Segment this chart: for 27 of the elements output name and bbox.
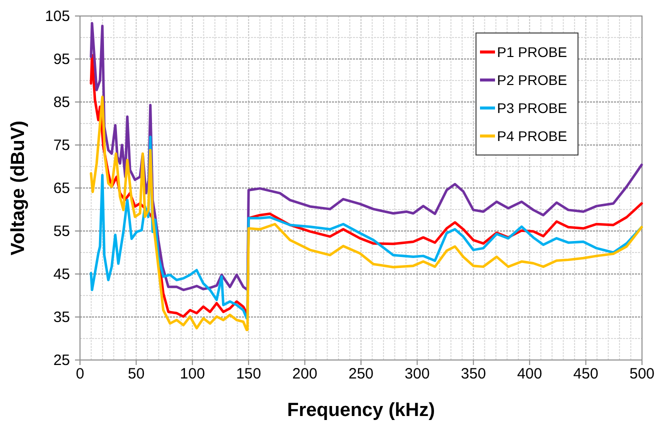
line-series bbox=[90, 96, 643, 332]
y-tick-label: 45 bbox=[53, 266, 70, 283]
y-tick-label: 105 bbox=[44, 8, 70, 25]
x-tick-label: 50 bbox=[128, 366, 145, 383]
y-axis-title: Voltage (dBuV) bbox=[8, 120, 29, 256]
x-tick-label: 250 bbox=[348, 366, 374, 383]
x-tick-label: 350 bbox=[460, 366, 486, 383]
x-tick-label: 100 bbox=[180, 366, 205, 383]
x-axis-title: Frequency (kHz) bbox=[287, 400, 435, 421]
y-tick-label: 25 bbox=[53, 352, 70, 369]
y-tick-label: 95 bbox=[53, 50, 70, 68]
x-tick-label: 150 bbox=[236, 366, 262, 383]
x-tick-label: 200 bbox=[292, 366, 318, 383]
y-tick-label: 85 bbox=[53, 94, 70, 111]
x-tick-label: 400 bbox=[517, 366, 542, 383]
y-tick-label: 75 bbox=[53, 136, 70, 154]
x-tick-label: 0 bbox=[76, 366, 84, 383]
legend-label: P4 PROBE bbox=[497, 128, 568, 144]
legend-label: P2 PROBE bbox=[497, 72, 568, 88]
legend-label: P3 PROBE bbox=[497, 100, 568, 116]
y-tick-label: 35 bbox=[53, 308, 70, 326]
y-tick-label: 65 bbox=[53, 180, 70, 197]
y-tick-label: 55 bbox=[53, 222, 70, 240]
x-tick-label: 500 bbox=[629, 366, 655, 383]
legend-label: P1 PROBE bbox=[497, 44, 568, 60]
x-tick-label: 450 bbox=[573, 366, 598, 383]
x-tick-label: 300 bbox=[404, 366, 430, 383]
